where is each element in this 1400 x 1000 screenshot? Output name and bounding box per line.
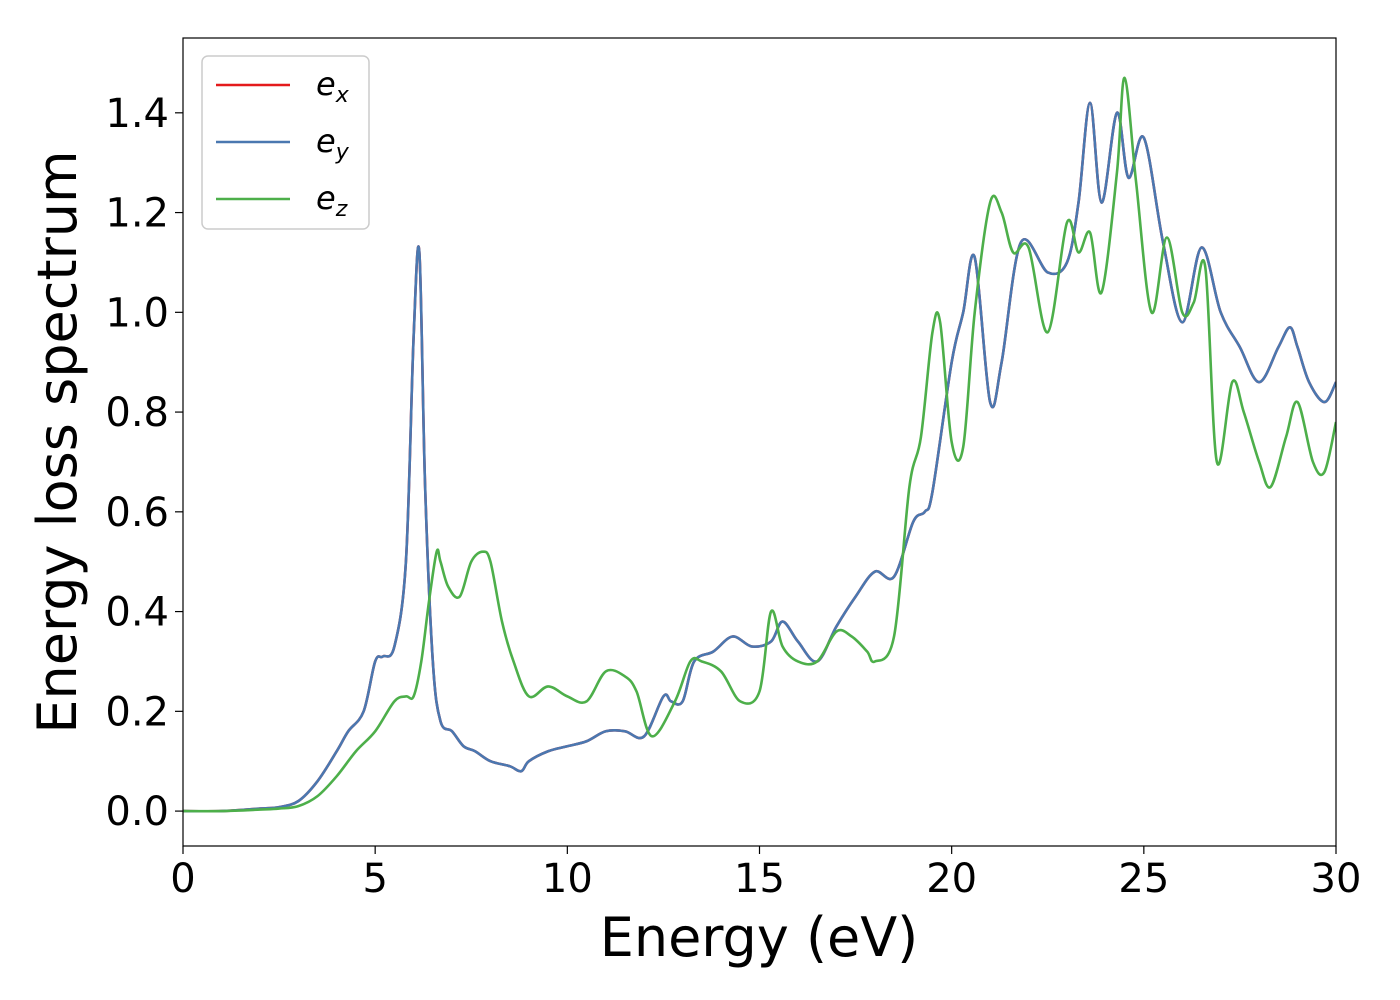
x-tick-label: 15 bbox=[734, 856, 785, 902]
y-tick-label: 1.2 bbox=[105, 191, 169, 237]
y-axis: 0.0 0.2 0.4 0.6 0.8 1.0 1.2 1.4 bbox=[105, 91, 183, 835]
y-tick-label: 1.4 bbox=[105, 91, 169, 137]
x-tick-label: 25 bbox=[1118, 856, 1169, 902]
x-tick-label: 5 bbox=[362, 856, 387, 902]
y-tick-label: 0.0 bbox=[105, 789, 169, 835]
x-axis-label: Energy (eV) bbox=[600, 906, 919, 969]
x-tick-label: 20 bbox=[926, 856, 977, 902]
series-layer bbox=[183, 76, 1336, 813]
y-tick-label: 0.8 bbox=[105, 390, 169, 436]
series-line-y bbox=[183, 101, 1336, 813]
series-line-z bbox=[183, 76, 1336, 813]
y-tick-label: 0.2 bbox=[105, 689, 169, 735]
legend-label-z: ez bbox=[316, 179, 348, 222]
x-axis: 0 5 10 15 20 25 30 bbox=[170, 846, 1361, 902]
y-tick-label: 1.0 bbox=[105, 290, 169, 336]
x-tick-label: 0 bbox=[170, 856, 195, 902]
plot-background bbox=[183, 38, 1336, 846]
x-tick-label: 10 bbox=[542, 856, 593, 902]
y-tick-label: 0.4 bbox=[105, 590, 169, 636]
y-axis-label: Energy loss spectrum bbox=[26, 150, 89, 733]
y-tick-label: 0.6 bbox=[105, 490, 169, 536]
x-tick-label: 30 bbox=[1311, 856, 1362, 902]
legend-label-y: ey bbox=[316, 122, 350, 165]
legend: ex ey ez bbox=[201, 55, 370, 230]
legend-label-x: ex bbox=[316, 65, 350, 108]
